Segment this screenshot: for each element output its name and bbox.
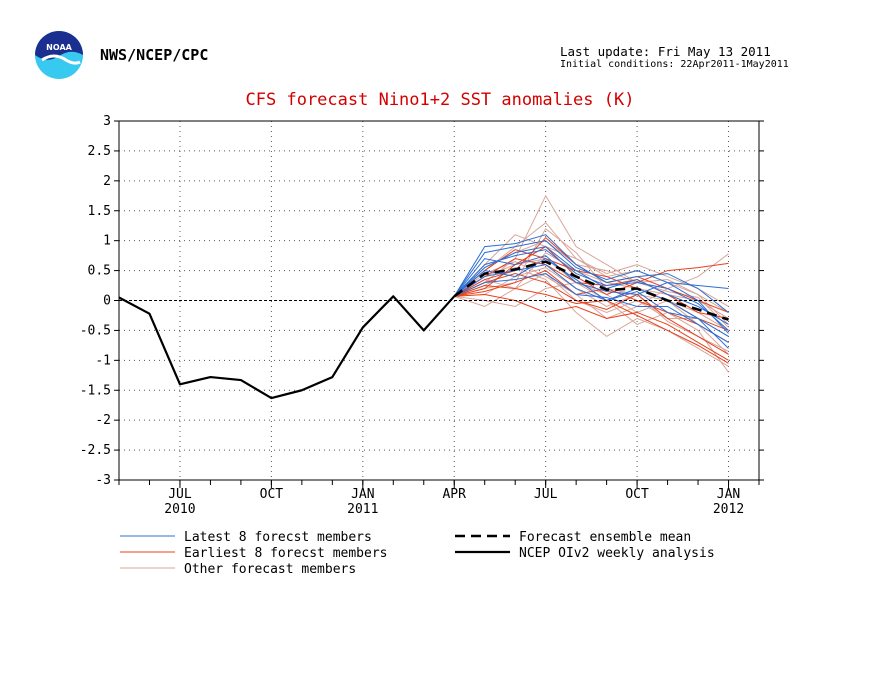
legend-label-mean: Forecast ensemble mean [519, 530, 691, 545]
x-tick-label: JUL [168, 487, 192, 502]
x-tick-year-label: 2012 [713, 502, 744, 517]
earliest-member-line [454, 273, 729, 355]
legend-label-other: Other forecast members [184, 562, 356, 577]
y-tick-label: 3 [103, 114, 111, 129]
noaa-logo-text: NOAA [46, 43, 72, 52]
y-tick-label: -0.5 [80, 323, 111, 338]
y-tick-label: -2.5 [80, 443, 111, 458]
x-tick-year-label: 2011 [347, 502, 378, 517]
latest-member-line [453, 255, 729, 334]
y-tick-label: 1 [103, 234, 111, 249]
x-tick-label: OCT [625, 487, 649, 502]
x-tick-year-label: 2010 [164, 502, 195, 517]
y-tick-label: -3 [95, 473, 111, 488]
latest-members-group [453, 234, 729, 349]
x-tick-label: JUL [534, 487, 558, 502]
x-tick-label: JAN [717, 487, 740, 502]
x-tick-label: OCT [260, 487, 284, 502]
y-axis: -3 -2.5 -2 -1.5 -1 -0.5 0 0.5 1 1.5 2 2.5 3 [80, 114, 764, 488]
earliest-member-line [453, 236, 729, 313]
last-update-label: Last update: Fri May 13 2011 [560, 44, 771, 59]
earliest-member-line [454, 294, 729, 361]
other-member-line [454, 267, 729, 352]
other-member-line [453, 251, 729, 319]
legend-label-analysis: NCEP OIv2 weekly analysis [519, 546, 715, 561]
organization-label: NWS/NCEP/CPC [100, 46, 209, 64]
y-tick-label: 2 [103, 174, 111, 189]
y-tick-label: 1.5 [88, 204, 111, 219]
y-tick-label: -1.5 [80, 383, 111, 398]
earliest-member-line [454, 285, 729, 364]
analysis-line [118, 295, 456, 400]
y-tick-label: -2 [95, 413, 111, 428]
earliest-member-line [454, 246, 729, 297]
initial-conditions-label: Initial conditions: 22Apr2011-1May2011 [560, 59, 789, 70]
y-tick-label: -1 [95, 353, 111, 368]
legend-label-latest: Latest 8 forecst members [184, 530, 372, 545]
x-tick-label: JAN [351, 487, 374, 502]
legend-label-earliest: Earliest 8 forecst members [184, 546, 388, 561]
analysis-group [118, 295, 456, 400]
y-tick-label: 2.5 [88, 144, 111, 159]
y-tick-label: 0.5 [88, 264, 111, 279]
y-tick-label: 0 [103, 294, 111, 309]
latest-member-line [453, 258, 729, 349]
ensemble-mean-line [453, 260, 729, 321]
latest-member-line [453, 240, 729, 297]
ensemble-mean-group [453, 260, 729, 321]
noaa-logo: NOAA [35, 31, 83, 79]
chart-title: CFS forecast Nino1+2 SST anomalies (K) [245, 90, 635, 110]
latest-member-line [453, 249, 729, 331]
x-tick-label: APR [442, 487, 466, 502]
